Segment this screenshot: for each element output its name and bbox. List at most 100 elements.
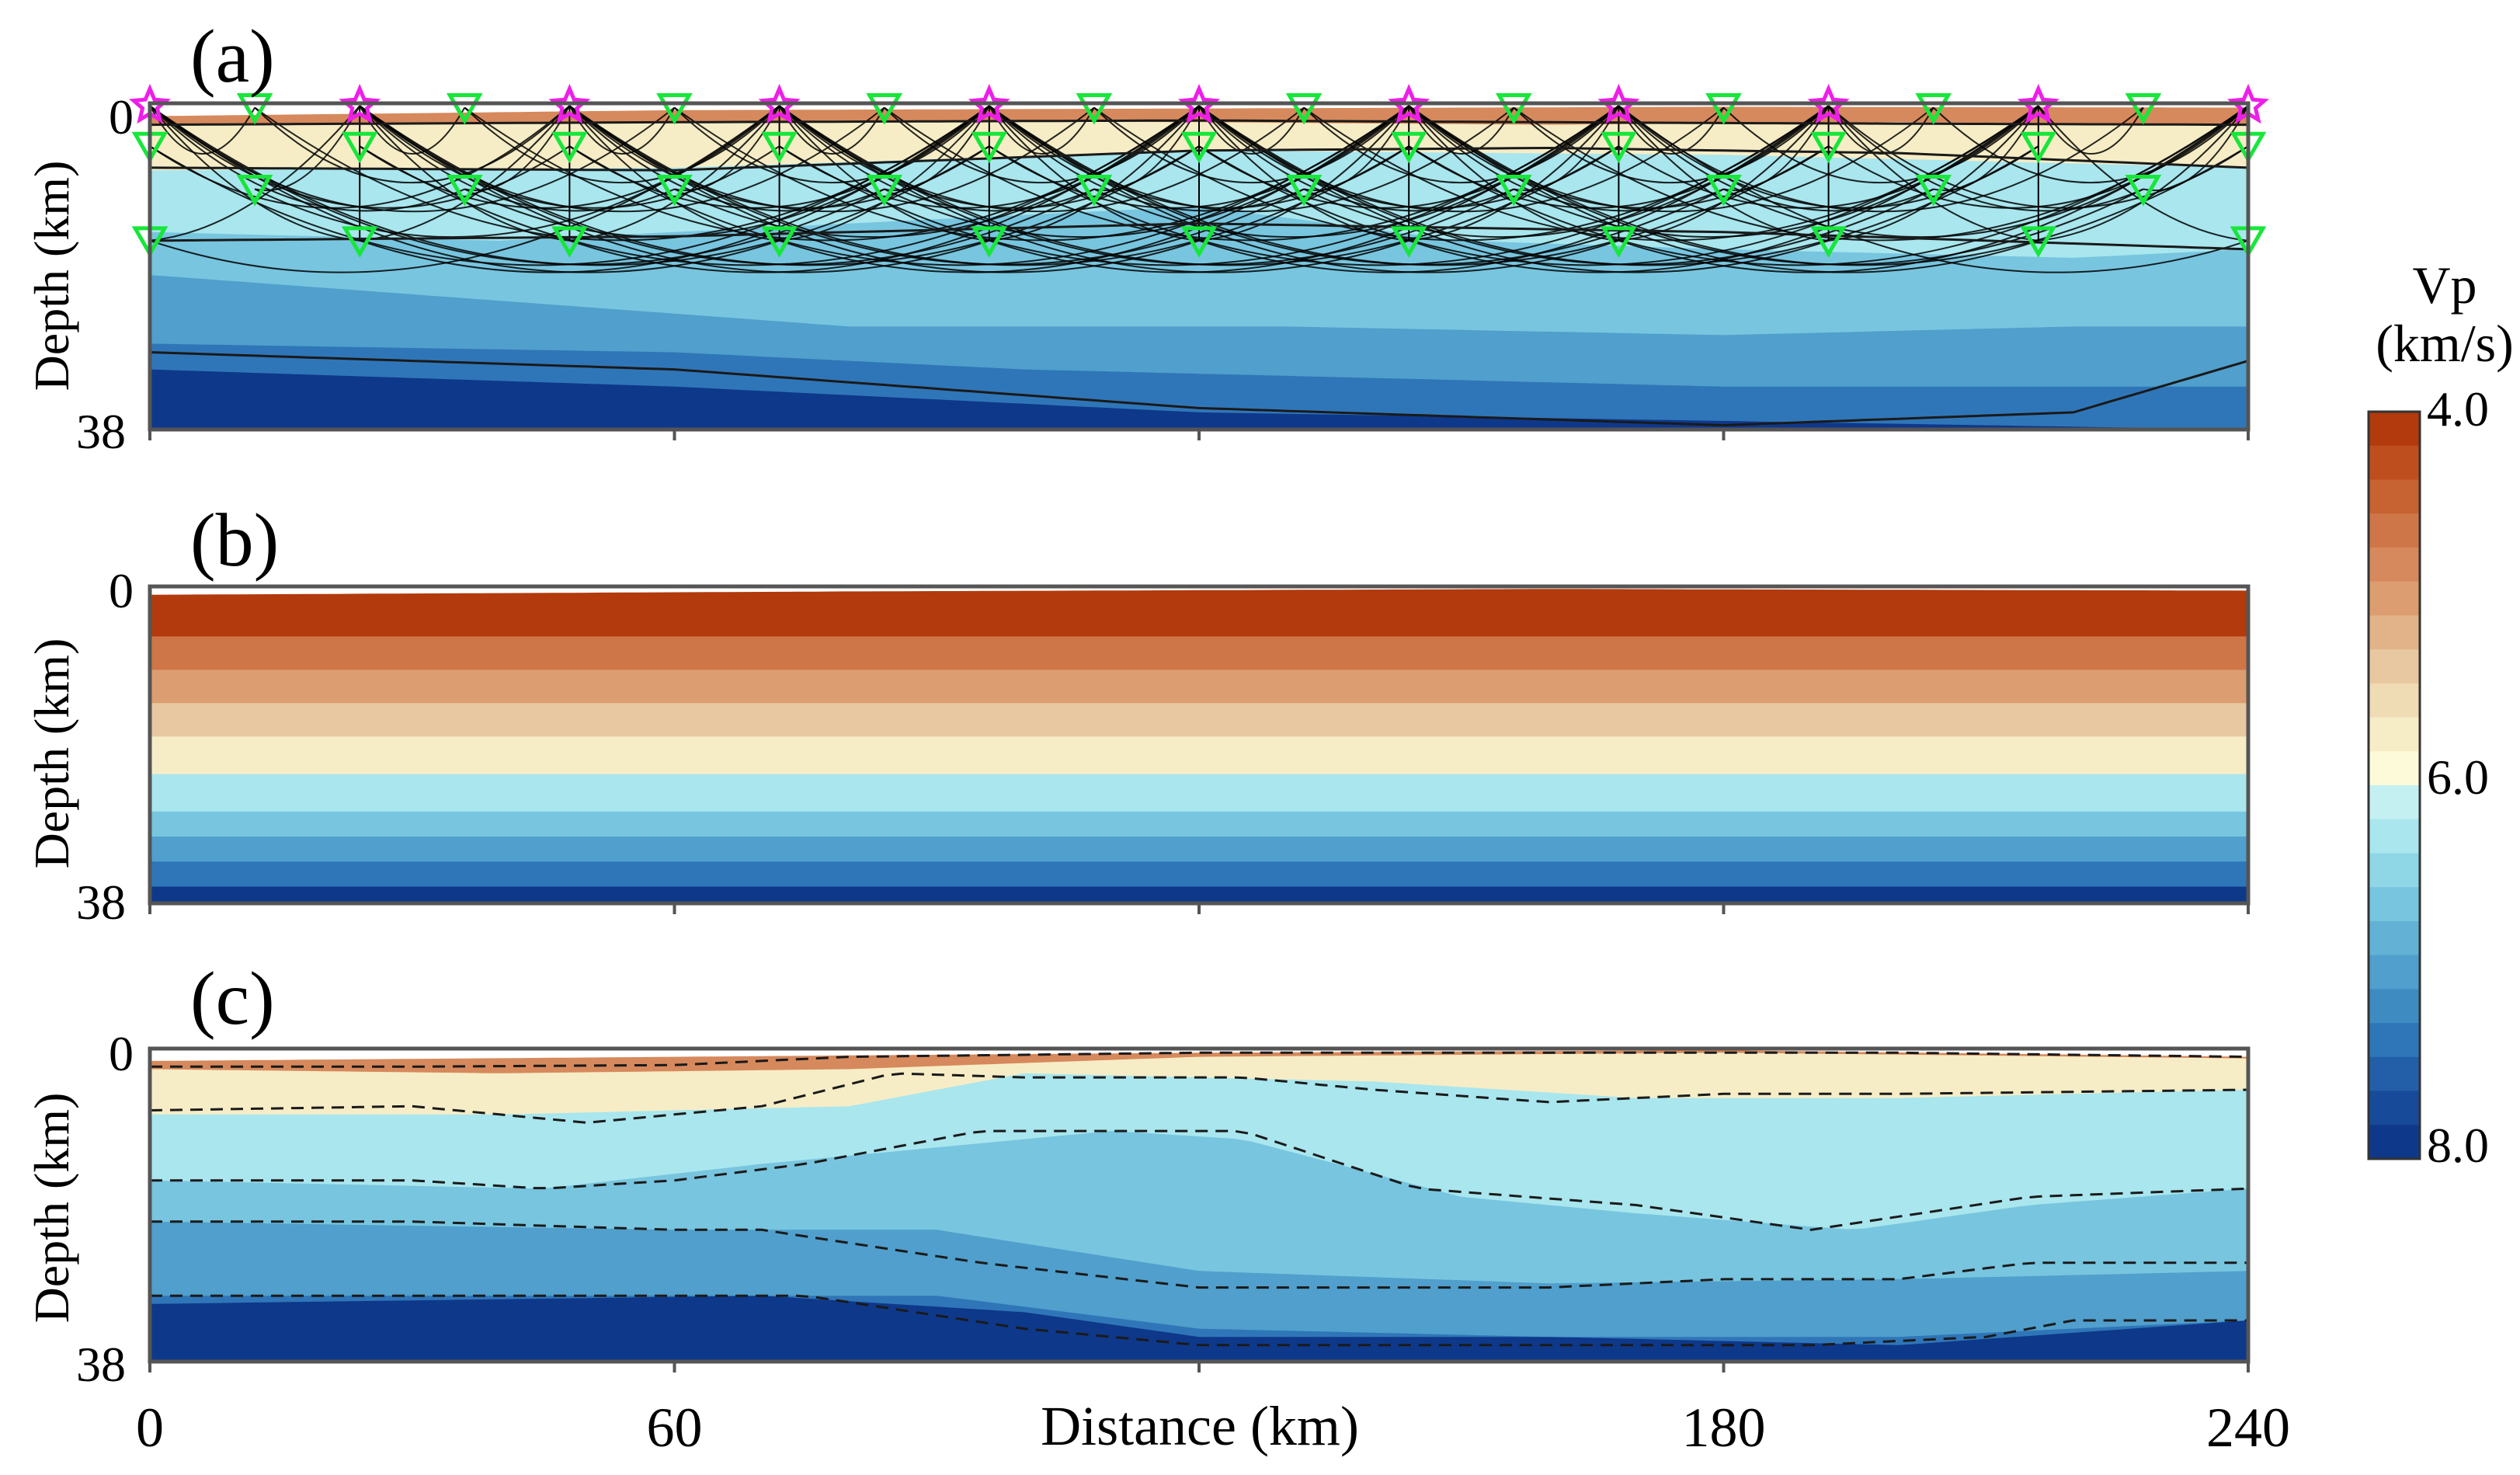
raypath xyxy=(1198,105,1514,212)
colorbar-swatch xyxy=(2369,751,2420,786)
colorbar-tick-4: 4.0 xyxy=(2427,381,2489,437)
raypath xyxy=(1408,105,1724,212)
receiver-triangle-icon xyxy=(2125,93,2162,125)
receiver-triangle-icon xyxy=(1705,93,1742,125)
raypath xyxy=(1408,105,2248,266)
receiver-triangle-icon xyxy=(866,93,903,125)
raypath xyxy=(1198,105,2039,266)
raypath xyxy=(359,105,466,155)
raypath xyxy=(1093,105,1409,183)
source-star-icon xyxy=(1178,83,1220,124)
raypath xyxy=(150,105,990,266)
interface-line-1 xyxy=(150,146,2248,172)
receiver-triangle-icon xyxy=(341,226,378,258)
panel-b-layers xyxy=(150,586,2248,903)
raypath xyxy=(1513,105,2039,238)
interface-line-2 xyxy=(150,1129,2248,1231)
raypath xyxy=(568,105,885,212)
raypath xyxy=(779,105,1619,266)
colorbar-swatch xyxy=(2369,955,2420,990)
raypath xyxy=(2037,105,2144,155)
colorbar-swatch xyxy=(2369,785,2420,820)
raypath xyxy=(988,105,1095,155)
colorbar-swatch xyxy=(2369,819,2420,854)
raypath xyxy=(1722,105,2039,183)
colorbar-swatch xyxy=(2369,649,2420,684)
raypath xyxy=(1723,105,1830,192)
colorbar-swatch xyxy=(2369,412,2420,447)
panel-c-interfaces xyxy=(150,1051,2248,1347)
colorbar-swatch xyxy=(2369,479,2420,515)
raypath xyxy=(1093,105,1620,238)
colorbar-tick-8: 8.0 xyxy=(2427,1118,2489,1173)
source-star-icon xyxy=(1388,83,1430,124)
raypath xyxy=(884,105,990,192)
colorbar-swatch xyxy=(2369,1023,2420,1058)
panel-a: (a) 0 38 Depth (km) xyxy=(24,15,2269,459)
colorbar-tick-6: 6.0 xyxy=(2427,750,2489,805)
receiver-triangle-icon xyxy=(551,226,588,258)
raypath xyxy=(464,105,780,183)
raypath xyxy=(1198,105,1830,273)
panel-c-ytick-38: 38 xyxy=(76,1337,126,1392)
colorbar-frame xyxy=(2367,410,2421,1160)
receiver-triangle-icon xyxy=(1915,93,1952,125)
x-tick-label: 60 xyxy=(647,1397,703,1459)
raypath xyxy=(1408,105,2039,273)
panel-a-receivers xyxy=(131,93,2267,258)
raypath xyxy=(1933,105,2039,192)
colorbar-swatch xyxy=(2369,920,2420,956)
source-star-icon xyxy=(548,83,591,124)
colorbar-swatch xyxy=(2369,547,2420,583)
x-tick-label: 0 xyxy=(136,1397,164,1459)
source-star-icon xyxy=(339,83,381,124)
receiver-triangle-icon xyxy=(1601,131,1637,164)
raypath xyxy=(1828,105,2248,209)
raypath xyxy=(989,105,1620,273)
receiver-triangle-icon xyxy=(866,175,903,207)
raypath xyxy=(1723,105,2248,238)
raypath xyxy=(1303,105,1830,238)
receiver-triangle-icon xyxy=(1601,226,1637,258)
receiver-triangle-icon xyxy=(1495,93,1532,125)
colorbar-title-vp: Vp xyxy=(2412,256,2477,315)
colorbar-swatch xyxy=(2369,581,2420,617)
colorbar-title-unit: (km/s) xyxy=(2376,314,2514,373)
source-star-icon xyxy=(2017,83,2059,124)
x-tick-label: 180 xyxy=(1682,1397,1766,1459)
colorbar-swatch xyxy=(2369,683,2420,718)
raypath xyxy=(884,105,1200,183)
receiver-triangle-icon xyxy=(551,131,588,164)
panel-a-label: (a) xyxy=(190,15,275,99)
panel-a-ylabel: Depth (km) xyxy=(24,161,79,391)
raypath xyxy=(989,105,1305,212)
receiver-triangle-icon xyxy=(1705,175,1742,207)
colorbar-swatch xyxy=(2369,1125,2420,1160)
receiver-triangle-icon xyxy=(656,175,693,207)
raypath xyxy=(989,105,1830,266)
receiver-triangle-icon xyxy=(1076,175,1113,207)
raypath xyxy=(1408,105,1515,155)
raypath xyxy=(1933,105,2248,183)
receiver-triangle-icon xyxy=(761,131,798,164)
colorbar-swatches xyxy=(2369,412,2420,1160)
receiver-triangle-icon xyxy=(2020,226,2057,258)
receiver-triangle-icon xyxy=(656,93,693,125)
receiver-triangle-icon xyxy=(341,131,378,164)
raypath xyxy=(778,105,1095,212)
receiver-triangle-icon xyxy=(761,226,798,258)
receiver-triangle-icon xyxy=(1495,175,1532,207)
raypath xyxy=(359,105,990,273)
receiver-triangle-icon xyxy=(1915,175,1952,207)
colorbar-swatch xyxy=(2369,887,2420,922)
raypath xyxy=(1827,105,2144,212)
receiver-triangle-icon xyxy=(446,175,483,207)
raypath xyxy=(254,105,571,183)
raypath xyxy=(1618,105,2248,273)
source-star-icon xyxy=(1597,83,1640,124)
colorbar: Vp (km/s) 4.0 6.0 8.0 xyxy=(2367,256,2514,1173)
velocity-layer-9 xyxy=(150,886,2248,903)
colorbar-swatch xyxy=(2369,445,2420,481)
interface-line-3 xyxy=(150,351,2248,427)
